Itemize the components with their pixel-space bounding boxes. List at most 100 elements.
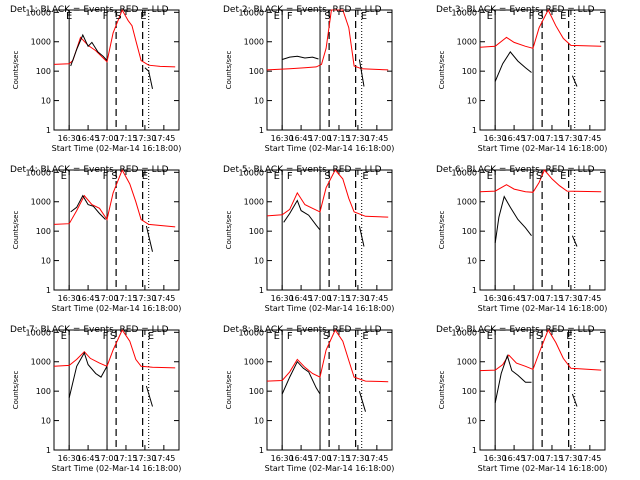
x-axis-label: Start Time (02-Mar-14 16:18:00)	[478, 144, 608, 153]
y-tick-label: 100	[462, 67, 477, 76]
panel-title: Det 9: BLACK = Events, RED = LLD	[436, 325, 595, 335]
x-tick-label: 17:15	[540, 454, 563, 463]
y-tick-label: 10000	[26, 328, 51, 337]
panel-title: Det 3: BLACK = Events, RED = LLD	[436, 5, 595, 15]
x-axis-label: Start Time (02-Mar-14 16:18:00)	[478, 464, 608, 473]
region-marker: F	[287, 11, 293, 22]
region-marker: E	[274, 171, 280, 182]
x-tick-label: 16:30	[484, 454, 507, 463]
lld-line	[266, 328, 389, 383]
region-marker: F	[103, 171, 109, 182]
y-tick-label: 100	[36, 227, 51, 236]
region-marker: S	[324, 11, 330, 22]
x-tick-label: 17:00	[95, 134, 118, 143]
y-tick-label: 1000	[457, 198, 477, 207]
region-marker: E	[560, 11, 566, 22]
region-marker: E	[148, 331, 154, 342]
x-tick-label: 16:45	[77, 454, 100, 463]
region-marker: S	[111, 171, 117, 182]
y-tick-label: 100	[36, 387, 51, 396]
y-tick-label: 100	[462, 227, 477, 236]
region-marker: E	[487, 331, 493, 342]
x-axis-label: Start Time (02-Mar-14 16:18:00)	[265, 304, 395, 313]
x-tick-label: 17:00	[308, 294, 331, 303]
x-tick-label: 16:30	[271, 454, 294, 463]
lld-line	[266, 9, 389, 71]
x-tick-label: 17:30	[133, 134, 156, 143]
x-tick-label: 17:15	[327, 454, 350, 463]
x-axis-label: Start Time (02-Mar-14 16:18:00)	[265, 144, 395, 153]
x-tick-label: 17:30	[559, 294, 582, 303]
x-tick-label: 17:15	[327, 294, 350, 303]
x-tick-label: 17:30	[559, 134, 582, 143]
region-marker: E	[61, 331, 67, 342]
region-marker: F	[529, 171, 535, 182]
panel-title: Det 5: BLACK = Events, RED = LLD	[223, 165, 382, 175]
region-marker: E	[274, 11, 280, 22]
y-tick-label: 10	[41, 97, 51, 106]
x-tick-label: 17:15	[114, 134, 137, 143]
x-tick-label: 16:30	[484, 294, 507, 303]
y-axis-label: Counts/sec	[438, 211, 446, 250]
region-marker: S	[324, 171, 330, 182]
lld-line	[53, 8, 176, 68]
x-tick-label: 16:45	[290, 454, 313, 463]
region-marker: E	[274, 331, 280, 342]
y-tick-label: 10000	[239, 328, 264, 337]
x-tick-label: 16:30	[271, 134, 294, 143]
x-tick-label: 16:45	[503, 134, 526, 143]
x-tick-label: 16:30	[484, 134, 507, 143]
x-tick-label: 17:15	[540, 294, 563, 303]
region-marker: S	[323, 331, 329, 342]
y-tick-label: 1	[46, 286, 51, 295]
region-marker: F	[529, 331, 535, 342]
lld-line	[53, 328, 176, 369]
x-tick-label: 16:30	[271, 294, 294, 303]
detector-panel-2: 1 10 100 1000 10000 16:3016:4517:0017:1517:30…	[223, 5, 394, 153]
x-tick-label: 17:45	[152, 294, 175, 303]
lld-line	[479, 328, 602, 372]
region-marker: F	[529, 11, 535, 22]
x-axis-label: Start Time (02-Mar-14 16:18:00)	[478, 304, 608, 313]
panel-title: Det 7: BLACK = Events, RED = LLD	[10, 325, 169, 335]
y-tick-label: 10	[254, 417, 264, 426]
detector-panel-3: 1 10 100 1000 10000 16:3016:4517:0017:1517:30…	[436, 5, 607, 153]
region-marker: E	[362, 331, 368, 342]
region-marker: E	[66, 11, 72, 22]
panel-title: Det 2: BLACK = Events, RED = LLD	[223, 5, 382, 15]
x-tick-label: 16:30	[58, 454, 81, 463]
x-axis-label: Start Time (02-Mar-14 16:18:00)	[52, 464, 182, 473]
y-tick-label: 100	[36, 67, 51, 76]
y-tick-label: 10	[467, 97, 477, 106]
region-marker: E	[566, 331, 572, 342]
x-tick-label: 17:45	[578, 134, 601, 143]
y-tick-label: 10	[41, 257, 51, 266]
x-tick-label: 17:30	[346, 294, 369, 303]
y-tick-label: 1	[472, 286, 477, 295]
y-tick-label: 10000	[452, 168, 477, 177]
x-tick-label: 17:30	[133, 294, 156, 303]
detector-panel-6: 1 10 100 1000 10000 16:3016:4517:0017:1517:30…	[436, 165, 607, 313]
region-marker: S	[536, 331, 542, 342]
lld-line	[479, 8, 602, 49]
y-axis-label: Counts/sec	[12, 211, 20, 250]
x-tick-label: 17:00	[95, 454, 118, 463]
events-line	[494, 195, 578, 247]
events-line	[494, 354, 578, 407]
region-marker: F	[287, 171, 293, 182]
region-marker: E	[487, 11, 493, 22]
x-tick-label: 17:00	[521, 134, 544, 143]
panel-title: Det 1: BLACK = Events, RED = LLD	[10, 5, 169, 15]
x-tick-label: 16:45	[503, 454, 526, 463]
detector-panel-7: 1 10 100 1000 10000 16:3016:4517:0017:1517:30…	[10, 325, 181, 473]
y-tick-label: 1	[259, 446, 264, 455]
detector-panel-9: 1 10 100 1000 10000 16:3016:4517:0017:1517:30…	[436, 325, 607, 473]
region-marker: E	[61, 171, 67, 182]
region-marker: E	[487, 171, 493, 182]
y-tick-label: 1000	[31, 198, 51, 207]
x-tick-label: 16:45	[77, 134, 100, 143]
events-line	[281, 360, 366, 412]
x-tick-label: 17:45	[365, 454, 388, 463]
y-tick-label: 1	[259, 286, 264, 295]
